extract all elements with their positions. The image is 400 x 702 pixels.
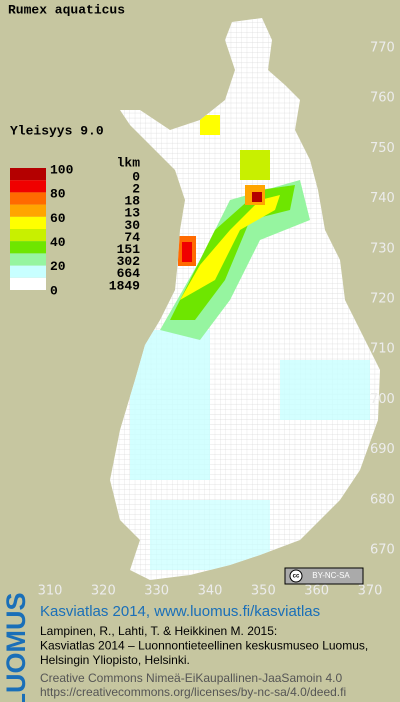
y-tick-label: 740 [370,191,395,206]
footer-link[interactable]: Kasviatlas 2014, www.luomus.fi/kasviatla… [40,603,320,620]
license-badge: BY-NC-SA [312,571,350,580]
x-tick-label: 330 [144,584,169,599]
legend-scale-label: 0 [50,283,58,298]
legend-swatch [10,192,46,205]
legend-scale-label: 80 [50,187,66,202]
x-tick-label: 360 [304,584,329,599]
license-line: https://creativecommons.org/licenses/by-… [40,685,346,699]
legend-swatch [10,216,46,229]
legend-count: 74 [124,230,140,245]
legend-scale-label: 20 [50,259,66,274]
legend-swatch [10,168,46,181]
y-tick-label: 700 [370,392,395,407]
y-tick-label: 690 [370,442,395,457]
y-tick-label: 750 [370,141,395,156]
y-tick-label: 670 [370,543,395,558]
x-tick-label: 340 [198,584,223,599]
legend-count: 302 [117,254,141,269]
legend-scale-label: 100 [50,162,74,177]
y-tick-label: 710 [370,342,395,357]
legend-count: 13 [124,206,140,221]
legend-swatch [10,180,46,193]
cc-icon: cc [293,574,300,580]
y-tick-label: 680 [370,492,395,507]
logo: LUOMUS [1,593,31,702]
species-title: Rumex aquaticus [8,2,125,17]
legend-count: 30 [124,218,140,233]
x-tick-label: 370 [358,584,383,599]
legend-swatch [10,253,46,266]
y-tick-label: 760 [370,91,395,106]
legend-count: 0 [132,169,140,184]
citation-line: Lampinen, R., Lahti, T. & Heikkinen M. 2… [40,624,277,638]
legend-swatch [10,265,46,278]
legend-swatch [10,241,46,254]
legend-count: 1849 [109,278,140,293]
legend-count: 664 [117,266,141,281]
y-tick-label: 720 [370,292,395,307]
x-tick-label: 320 [91,584,116,599]
license-line: Creative Commons Nimeä-EiKaupallinen-Jaa… [40,671,342,685]
x-tick-label: 350 [251,584,276,599]
count-header: lkm [117,155,141,170]
y-tick-label: 770 [370,41,395,56]
index: Yleisyys 9.0 [10,123,104,138]
cc-badge: cc BY-NC-SA [284,567,364,585]
legend-count: 18 [124,194,140,209]
legend-swatch [10,277,46,290]
legend-swatch [10,229,46,242]
legend-swatch [10,204,46,217]
legend-count: 151 [117,242,141,257]
x-tick-label: 310 [38,584,63,599]
legend-count: 2 [132,182,140,197]
legend-scale-label: 60 [50,211,66,226]
citation-line: Helsingin Yliopisto, Helsinki. [40,653,190,667]
citation-line: Kasviatlas 2014 – Luonnontieteellinen ke… [40,639,368,653]
legend-scale-label: 40 [50,235,66,250]
y-tick-label: 730 [370,241,395,256]
finland [110,18,380,580]
